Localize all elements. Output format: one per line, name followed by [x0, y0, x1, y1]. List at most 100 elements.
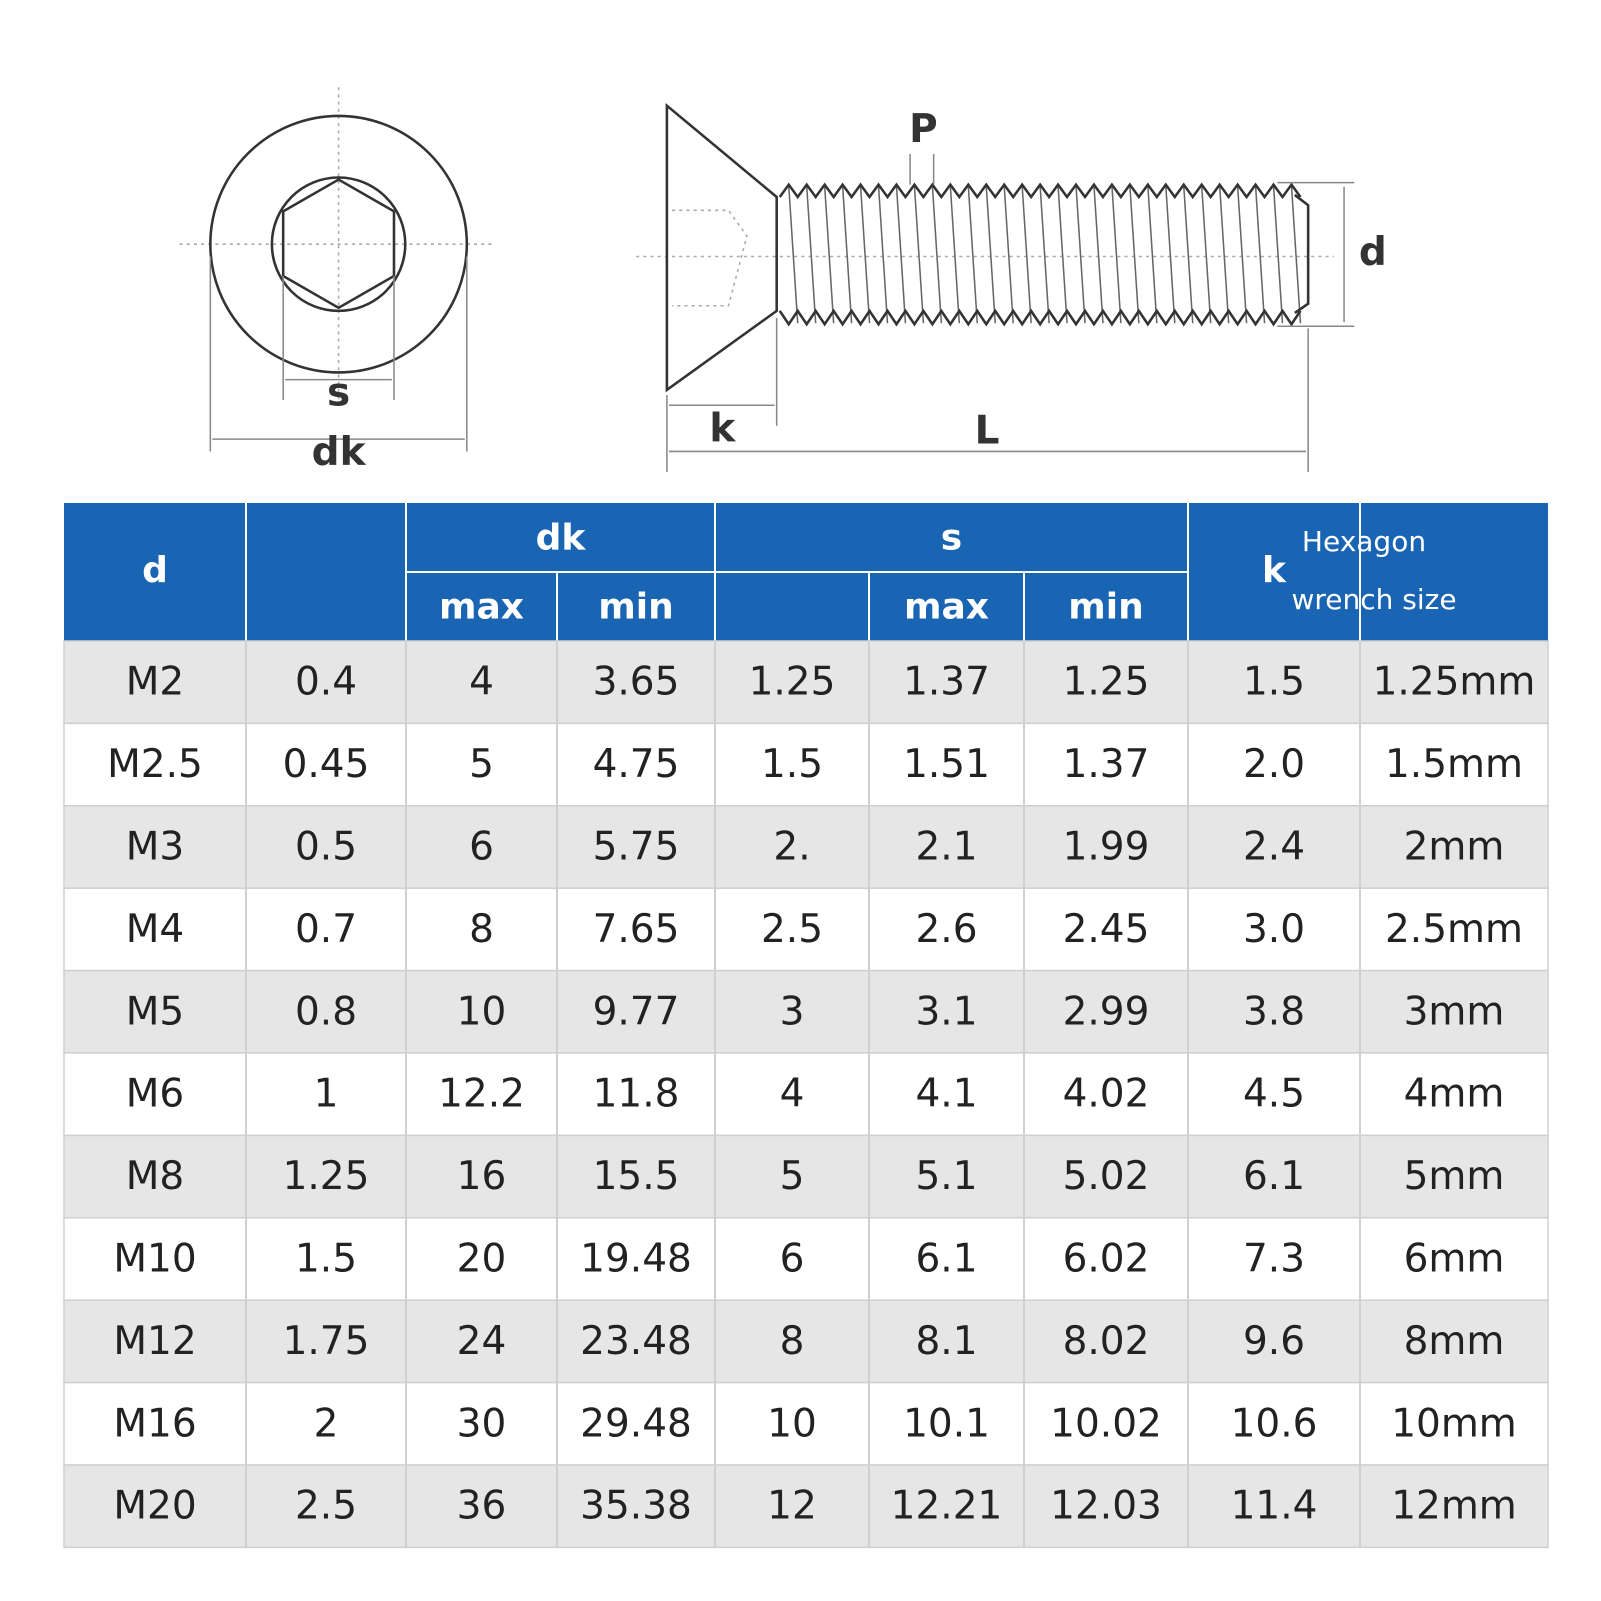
label-p: P: [909, 107, 938, 152]
table-cell: 5: [469, 742, 494, 787]
socket-hidden: [672, 209, 748, 307]
label-k: k: [709, 406, 736, 451]
table-cell: 2.5: [761, 907, 823, 952]
table-cell: 8: [780, 1319, 805, 1364]
table-cell: 3.65: [593, 660, 680, 705]
table-cell: 2.5mm: [1385, 907, 1523, 952]
label-d: d: [1359, 230, 1387, 275]
table-cell: 8: [469, 907, 494, 952]
table-cell: 4: [469, 660, 494, 705]
thread-line: [1039, 185, 1050, 324]
table-cell: 0.5: [295, 825, 357, 870]
screw-end: [1294, 193, 1310, 314]
table-cell: 2.45: [1063, 907, 1150, 952]
row-background: [63, 805, 1549, 889]
table-cell: 10.02: [1050, 1401, 1162, 1446]
table-cell: 2.4: [1243, 825, 1305, 870]
table-cell: 1.51: [903, 742, 990, 787]
table-cell: 2.: [773, 825, 810, 870]
thread-line: [985, 185, 996, 324]
thread-crest: [778, 182, 1302, 200]
table-cell: 0.4: [295, 660, 357, 705]
table-cell: 0.7: [295, 907, 357, 952]
thread-line: [1290, 185, 1302, 324]
table-cell: 10: [457, 989, 507, 1034]
row-background: [63, 722, 1549, 807]
table-cell: M5: [126, 989, 184, 1034]
table-cell: 4: [780, 1072, 805, 1117]
table-cell: 3.8: [1243, 989, 1305, 1034]
header-cell: max: [904, 587, 989, 628]
table-cell: 1.5mm: [1385, 742, 1523, 787]
table-cell: 10.6: [1231, 1401, 1318, 1446]
table-cell: 12.2: [438, 1072, 525, 1117]
table-cell: 4.1: [915, 1072, 977, 1117]
table-cell: 30: [457, 1401, 507, 1446]
header-cell: d: [142, 550, 168, 591]
thread-line: [859, 185, 871, 324]
header-cell: k: [1262, 550, 1287, 591]
thread-line: [1129, 185, 1140, 324]
screw-diagram: s dk P d k L: [179, 87, 1387, 475]
table-cell: 2.0: [1243, 742, 1305, 787]
table-cell: 6.1: [1243, 1154, 1305, 1199]
thread-crest: [778, 308, 1302, 327]
thread-line: [1236, 185, 1248, 324]
table-cell: 4.75: [593, 742, 680, 787]
table-cell: 1.5: [295, 1237, 357, 1282]
header-cell: min: [598, 587, 673, 628]
table-cell: 1: [314, 1072, 339, 1117]
table-cell: 19.48: [580, 1237, 692, 1282]
thread-line: [949, 185, 961, 324]
thread-line: [1272, 185, 1284, 324]
table-cell: 11.8: [593, 1072, 680, 1117]
header-cell: max: [439, 587, 524, 628]
table-cell: 1.99: [1063, 825, 1150, 870]
table-cell: 6.02: [1063, 1237, 1150, 1282]
table-cell: 9.6: [1243, 1319, 1305, 1364]
table-cell: 2.1: [915, 825, 977, 870]
table-cell: 12mm: [1391, 1484, 1517, 1529]
thread-line: [1093, 185, 1104, 324]
table-cell: 12: [767, 1484, 817, 1529]
row-background: [63, 640, 1549, 725]
row-background: [63, 969, 1549, 1054]
thread-line: [1165, 185, 1176, 324]
table-cell: 23.48: [580, 1319, 692, 1364]
thread-line: [967, 185, 979, 324]
table-cell: 11.4: [1231, 1484, 1318, 1529]
screw-head: [665, 102, 778, 393]
table-cell: M4: [126, 907, 184, 952]
table-cell: 16: [457, 1154, 507, 1199]
table-cell: 10mm: [1391, 1401, 1517, 1446]
head-outline: [209, 114, 469, 374]
table-cell: 36: [457, 1484, 507, 1529]
table-cell: 1.25mm: [1373, 660, 1536, 705]
row-background: [63, 1052, 1549, 1137]
thread-line: [1218, 185, 1230, 324]
table-cell: 8mm: [1404, 1319, 1505, 1364]
table-cell: 10.1: [903, 1401, 990, 1446]
table-cell: 2.6: [915, 907, 977, 952]
table-cell: 5.75: [593, 825, 680, 870]
thread-line: [1075, 185, 1086, 324]
thread-line: [805, 185, 817, 324]
thread-line: [1147, 185, 1158, 324]
table-cell: 0.8: [295, 989, 357, 1034]
table-cell: 6: [469, 825, 494, 870]
thread-line: [823, 185, 835, 324]
table-cell: M12: [113, 1319, 196, 1364]
thread-line: [931, 185, 943, 324]
table-cell: 9.77: [593, 989, 680, 1034]
spec-table: d dk s k max min max min Hexagon wrench size M2 0.4…: [63, 503, 1549, 1549]
table-cell: 2mm: [1404, 825, 1505, 870]
row-background: [63, 1299, 1549, 1384]
table-cell: 1.75: [283, 1319, 370, 1364]
row-background: [63, 1217, 1549, 1301]
table-cell: 8.02: [1063, 1319, 1150, 1364]
table-cell: M8: [126, 1154, 184, 1199]
header-cell: dk: [536, 518, 587, 559]
table-cell: 6mm: [1404, 1237, 1505, 1282]
thread-line: [1111, 185, 1122, 324]
table-cell: M10: [113, 1237, 196, 1282]
